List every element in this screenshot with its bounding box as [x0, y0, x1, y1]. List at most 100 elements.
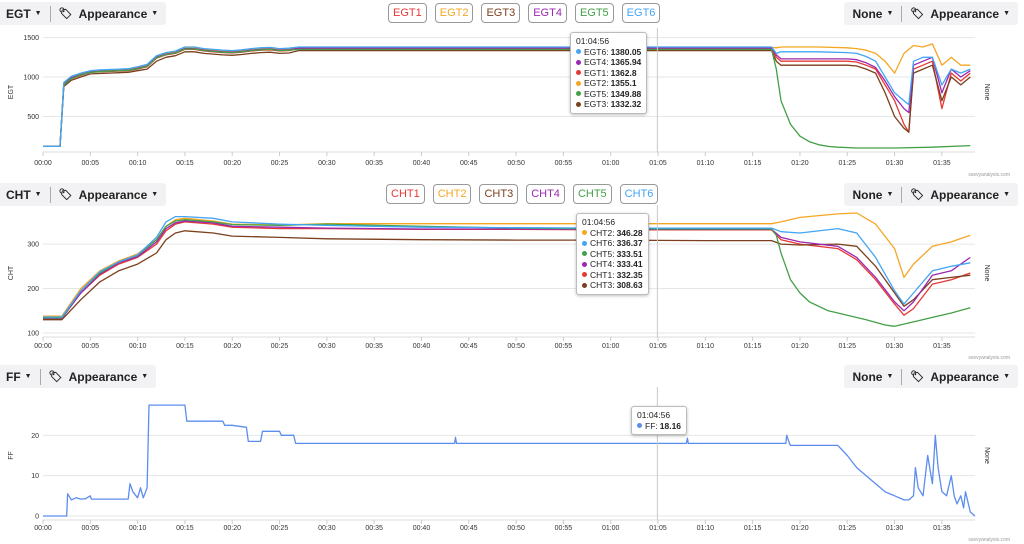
series-dot [576, 91, 581, 97]
ff-right-appearance-dropdown[interactable]: 🏷 Appearance ▼ [910, 370, 1010, 384]
tag-icon: 🏷 [58, 8, 73, 20]
cht-series-dropdown[interactable]: CHT ▼ [6, 188, 42, 202]
x-tick-label: 00:55 [555, 343, 573, 350]
appearance-label: Appearance [930, 369, 1000, 384]
tooltip-row: CHT2: 346.28 [582, 228, 643, 239]
dropdown-label: None [852, 369, 883, 384]
x-tick-label: 01:10 [697, 525, 715, 532]
cht-right-series-dropdown[interactable]: None ▼ [852, 188, 893, 202]
cht-header-left: CHT ▼ 🏷 Appearance ▼ [0, 183, 167, 206]
caret-down-icon: ▼ [1003, 10, 1010, 17]
legend-cht2[interactable]: CHT2 [432, 184, 472, 204]
series-dot [582, 230, 587, 236]
x-tick-label: 00:35 [365, 160, 383, 167]
tooltip-row: EGT4: 1365.94 [576, 57, 641, 68]
legend-cht6[interactable]: CHT6 [619, 184, 659, 204]
tooltip-label: CHT1: [590, 269, 615, 280]
legend-cht4[interactable]: CHT4 [526, 184, 565, 204]
x-tick-label: 01:00 [602, 343, 620, 350]
legend-egt2[interactable]: EGT2 [434, 3, 474, 23]
cht-right-appearance-dropdown[interactable]: 🏷 Appearance ▼ [910, 188, 1010, 202]
egt-right-series-dropdown[interactable]: None ▼ [852, 7, 893, 21]
egt-panel: EGT ▼ 🏷 Appearance ▼ EGT1 EGT2 EGT3 EGT4 EG… [0, 2, 1024, 180]
series-dot [576, 101, 581, 107]
tooltip-label: EGT4: [584, 57, 609, 67]
series-dot [582, 282, 587, 288]
series-line-egt1 [43, 47, 971, 148]
egt-right-appearance-dropdown[interactable]: 🏷 Appearance ▼ [910, 7, 1010, 21]
x-tick-label: 00:10 [129, 525, 147, 532]
tooltip-label: EGT2: [584, 78, 609, 88]
x-tick-label: 00:10 [129, 160, 147, 167]
series-line-cht3 [43, 230, 971, 321]
tooltip-value: 1332.32 [610, 99, 642, 109]
y-tick-label: 300 [27, 242, 39, 249]
tooltip-value: 332.35 [616, 269, 643, 280]
tooltip-label: EGT6: [584, 46, 609, 57]
legend-cht3[interactable]: CHT3 [479, 184, 519, 204]
y-axis-label: CHT [8, 265, 15, 280]
x-tick-label: 00:25 [271, 343, 289, 350]
appearance-label: Appearance [78, 187, 148, 202]
ff-appearance-dropdown[interactable]: 🏷 Appearance ▼ [49, 370, 149, 384]
x-tick-label: 00:45 [460, 160, 478, 167]
series-dot [576, 49, 581, 55]
tooltip-row: EGT5: 1349.88 [576, 89, 641, 100]
y-tick-label: 500 [27, 114, 39, 121]
x-tick-label: 01:15 [744, 343, 762, 350]
x-tick-label: 00:00 [34, 160, 52, 167]
legend-egt4[interactable]: EGT4 [528, 3, 567, 23]
x-tick-label: 01:20 [791, 160, 809, 167]
tooltip-value: 336.37 [616, 238, 643, 248]
tooltip-time: 01:04:56 [576, 36, 610, 46]
series-dot [576, 70, 581, 76]
x-tick-label: 00:35 [365, 343, 383, 350]
egt-appearance-dropdown[interactable]: 🏷 Appearance ▼ [59, 7, 159, 21]
cht-header-right: None ▼ 🏷 Appearance ▼ [844, 183, 1018, 206]
x-tick-label: 01:25 [838, 343, 856, 350]
tooltip-row: EGT3: 1332.32 [576, 99, 641, 110]
cht-chart[interactable]: 100 200 300 00:00 00:05 00:10 00:15 00:20 00:25 0… [0, 183, 1024, 361]
caret-down-icon: ▼ [151, 191, 159, 198]
ff-series-dropdown[interactable]: FF ▼ [6, 370, 32, 384]
divider [49, 5, 51, 22]
y-tick-label: 1500 [23, 35, 39, 42]
x-tick-label: 01:20 [791, 343, 809, 350]
legend-egt1[interactable]: EGT1 [388, 3, 427, 23]
watermark: savvyanalysis.com [968, 172, 1010, 178]
legend-cht5[interactable]: CHT5 [572, 184, 612, 204]
x-tick-label: 00:40 [413, 160, 431, 167]
egt-series-dropdown[interactable]: EGT ▼ [6, 7, 42, 21]
tag-icon: 🏷 [48, 371, 63, 383]
caret-down-icon: ▼ [886, 373, 894, 380]
x-tick-label: 00:30 [318, 525, 336, 532]
cht-legend: CHT1 CHT2 CHT3 CHT4 CHT5 CHT6 [386, 184, 659, 204]
dropdown-label: EGT [6, 6, 31, 21]
x-tick-label: 01:05 [649, 160, 667, 167]
legend-egt5[interactable]: EGT5 [574, 3, 614, 23]
x-tick-label: 00:50 [507, 343, 525, 350]
x-tick-label: 00:50 [507, 160, 525, 167]
x-tick-label: 00:25 [271, 160, 289, 167]
legend-egt3[interactable]: EGT3 [481, 3, 521, 23]
caret-down-icon: ▼ [24, 373, 32, 380]
ff-chart[interactable]: 0 10 20 00:00 00:05 00:10 00:15 00:20 00:25 00:30… [0, 365, 1024, 544]
x-tick-label: 00:20 [223, 525, 241, 532]
appearance-label: Appearance [78, 6, 148, 21]
egt-chart[interactable]: 500 1000 1500 00:00 00:05 00:10 00:15 00:20 00:2… [0, 2, 1024, 178]
caret-down-icon: ▼ [151, 10, 159, 17]
tooltip-value: 333.51 [616, 248, 643, 259]
ff-right-series-dropdown[interactable]: None ▼ [852, 370, 893, 384]
x-tick-label: 00:15 [176, 525, 194, 532]
tooltip-label: CHT2: [590, 227, 615, 238]
ff-tooltip: 01:04:56 FF: 18.16 [631, 406, 688, 435]
legend-cht1[interactable]: CHT1 [386, 184, 425, 204]
y-tick-label: 200 [27, 286, 39, 293]
legend-egt6[interactable]: EGT6 [621, 3, 661, 23]
y-axis-label: FF [8, 451, 15, 460]
right-axis-label: None [983, 84, 990, 101]
cht-appearance-dropdown[interactable]: 🏷 Appearance ▼ [59, 188, 159, 202]
x-tick-label: 01:30 [886, 160, 904, 167]
x-tick-label: 00:55 [555, 160, 573, 167]
tooltip-row: FF: 18.16 [637, 421, 681, 432]
